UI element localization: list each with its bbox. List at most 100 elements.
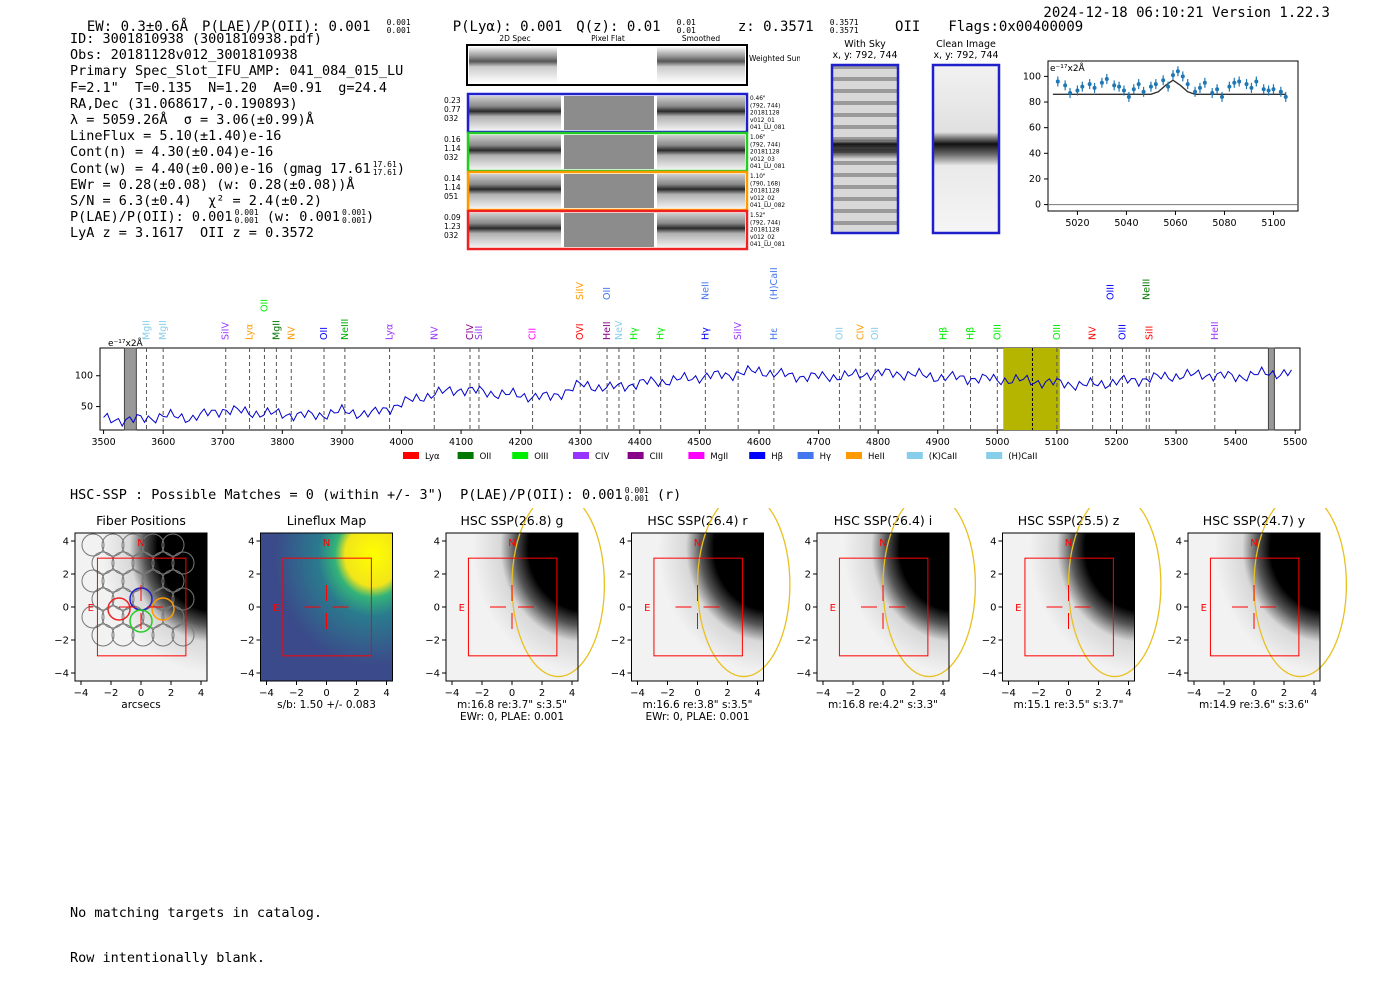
zoom-data-point: [1136, 82, 1141, 87]
thumb-x-tick-label: −2: [289, 688, 304, 699]
fiber-circle: [81, 605, 105, 629]
thumb-x-tick-label: 2: [1095, 688, 1101, 699]
thumb-y-tick-label: 4: [248, 537, 254, 548]
zoom-data-point: [1092, 85, 1097, 90]
zoom-y-tick-label: 0: [1035, 200, 1041, 211]
cutout-row-meta: 1.06": [750, 135, 766, 141]
spectrum-x-tick-label: 4800: [866, 437, 890, 448]
search-box: [653, 557, 743, 657]
compass-east: E: [273, 603, 279, 614]
cutout-smoothed: [657, 174, 745, 208]
cutout-row-meta: (792, 744): [750, 220, 780, 226]
zoom-data-point: [1131, 87, 1136, 92]
fiber-circle: [121, 533, 145, 557]
spectrum-x-tick-label: 4500: [687, 437, 711, 448]
thumb-y-tick-label: 2: [434, 570, 440, 581]
spectral-line-label: OII: [834, 327, 845, 340]
aperture-ellipse: [696, 508, 791, 678]
zoom-data-point: [1210, 91, 1215, 96]
spectral-line-label: SiII: [1144, 326, 1155, 340]
fiber-circle-highlight: [151, 597, 175, 621]
cutout-row-meta: v012_01: [750, 118, 775, 124]
thumbnail-caption-2: EWr: 0, PLAE: 0.001: [460, 711, 564, 723]
thumbnail-title: HSC SSP(26.4) r: [647, 513, 748, 528]
thumbnail-caption: m:16.6 re:3.8" s:3.5": [643, 699, 753, 711]
zoom-y-tick-label: 40: [1029, 148, 1041, 159]
compass-north: N: [879, 538, 886, 549]
spectral-line-label: (H)CaII: [769, 267, 780, 300]
thumb-y-tick-label: −4: [425, 669, 440, 680]
thumb-y-tick-label: 0: [248, 603, 254, 614]
emission-line-band: [1003, 348, 1060, 430]
spectrum-unit-label: e⁻¹⁷x2Å: [108, 337, 144, 349]
zoom-marks: [1052, 66, 1288, 102]
thumb-x-tick-label: 4: [1311, 688, 1317, 699]
fiber-circle: [81, 533, 105, 557]
info-line: LineFlux = 5.10(±1.40)e-16: [70, 128, 282, 145]
spectral-line-label: NV: [286, 326, 297, 340]
thumbnail-fiber: Fiber Positions N E −4 −2 0 2 4 4 2 0 −2 −4 arcsecs: [54, 513, 208, 711]
spectrum-x-tick-label: 5400: [1224, 437, 1248, 448]
spectrum-x-tick-label: 5200: [1104, 437, 1128, 448]
fiber-circle: [151, 551, 175, 575]
thumb-y-tick-label: 4: [63, 537, 69, 548]
thumb-x-tick-label: −4: [74, 688, 89, 699]
aperture-ellipse: [511, 508, 606, 678]
thumbnail-caption: m:16.8 re:3.7" s:3.5": [457, 699, 567, 711]
thumb-y-tick-label: 4: [1176, 537, 1182, 548]
thumb-y-tick-label: −4: [611, 669, 626, 680]
cutout-row-meta: 20181128: [750, 111, 780, 117]
fiber-circle: [101, 533, 125, 557]
thumb-x-tick-label: 0: [880, 688, 886, 699]
spectral-line-label: OII: [870, 327, 881, 340]
zoom-data-point: [1254, 79, 1259, 84]
zoom-x-tick-label: 5020: [1065, 218, 1089, 229]
thumb-x-tick-label: 4: [198, 688, 204, 699]
spectral-line-label: OII: [602, 287, 613, 300]
thumb-y-tick-label: −4: [240, 669, 255, 680]
thumb-x-tick-label: −4: [259, 688, 274, 699]
legend-label: HeII: [868, 452, 885, 462]
thumb-x-tick-label: −4: [445, 688, 460, 699]
zoom-data-point: [1261, 87, 1266, 92]
weighted-sum-strip: [466, 44, 748, 86]
spectrum-x-tick-label: 4700: [806, 437, 830, 448]
zoom-data-point: [1141, 89, 1146, 94]
cutout-row-meta: 1.52": [750, 213, 766, 219]
cutout-image: [1188, 533, 1320, 681]
thumb-y-tick-label: −2: [425, 636, 440, 647]
legend-swatch: [512, 452, 529, 459]
thumb-y-tick-label: 4: [805, 537, 811, 548]
footer-line: Row intentionally blank.: [70, 950, 266, 966]
info-line: Obs: 20181128v012_3001810938: [70, 47, 298, 64]
info-line: Cont(w) = 4.40(±0.00)e-16 (gmag 17.61 17.…: [70, 159, 405, 177]
thumb-x-tick-label: 4: [569, 688, 575, 699]
search-box: [1209, 557, 1300, 657]
compass-north: N: [137, 538, 144, 549]
spectrum-x-tick-label: 4100: [449, 437, 473, 448]
header-bar: EW: 0.3±0.6Å P(LAE)/P(OII): 0.001 0.001 0.0…: [70, 3, 1097, 36]
cutout-row-meta: 041_LU_082: [750, 203, 785, 209]
fiber-circle: [81, 569, 105, 593]
cutout-row-meta: 041_LU_081: [750, 125, 785, 131]
zoom-data-point: [1185, 82, 1190, 87]
footer-notes: No matching targets in catalog. Row inte…: [70, 876, 322, 981]
zoom-data-point: [1197, 85, 1202, 90]
zoom-data-point: [1283, 94, 1288, 99]
fiber-circle: [111, 587, 135, 611]
spectrum-x-tick-label: 5000: [985, 437, 1009, 448]
cutout-row-meta: 0.46": [750, 96, 766, 102]
info-line: P(LAE)/P(OII): 0.001 0.001 0.001 (w: 0.001…: [70, 208, 375, 226]
legend-swatch: [797, 452, 814, 459]
zoom-x-tick-label: 5060: [1163, 218, 1187, 229]
info-line: EWr = 0.28(±0.08) (w: 0.28(±0.08))Å: [70, 176, 355, 193]
spectrum-x-tick-label: 4600: [747, 437, 771, 448]
spectral-line-label: OVI: [575, 323, 586, 340]
zoom-data-point: [1271, 87, 1276, 92]
cutout-row-meta: 041_LU_081: [750, 242, 785, 248]
zoom-data-point: [1244, 82, 1249, 87]
